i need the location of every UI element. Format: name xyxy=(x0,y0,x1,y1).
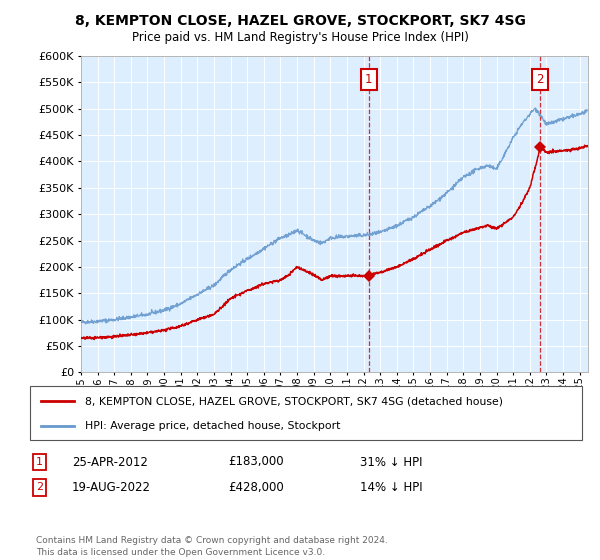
Text: 2: 2 xyxy=(36,482,43,492)
Text: 19-AUG-2022: 19-AUG-2022 xyxy=(72,480,151,494)
Text: 2: 2 xyxy=(536,73,544,86)
Text: £183,000: £183,000 xyxy=(228,455,284,469)
Text: £428,000: £428,000 xyxy=(228,480,284,494)
Text: 8, KEMPTON CLOSE, HAZEL GROVE, STOCKPORT, SK7 4SG: 8, KEMPTON CLOSE, HAZEL GROVE, STOCKPORT… xyxy=(74,14,526,28)
Text: Contains HM Land Registry data © Crown copyright and database right 2024.
This d: Contains HM Land Registry data © Crown c… xyxy=(36,536,388,557)
Text: HPI: Average price, detached house, Stockport: HPI: Average price, detached house, Stoc… xyxy=(85,421,341,431)
Text: 1: 1 xyxy=(36,457,43,467)
Text: 14% ↓ HPI: 14% ↓ HPI xyxy=(360,480,422,494)
Text: 31% ↓ HPI: 31% ↓ HPI xyxy=(360,455,422,469)
Text: 1: 1 xyxy=(365,73,373,86)
Text: 8, KEMPTON CLOSE, HAZEL GROVE, STOCKPORT, SK7 4SG (detached house): 8, KEMPTON CLOSE, HAZEL GROVE, STOCKPORT… xyxy=(85,396,503,407)
Text: Price paid vs. HM Land Registry's House Price Index (HPI): Price paid vs. HM Land Registry's House … xyxy=(131,31,469,44)
FancyBboxPatch shape xyxy=(30,386,582,440)
Text: 25-APR-2012: 25-APR-2012 xyxy=(72,455,148,469)
